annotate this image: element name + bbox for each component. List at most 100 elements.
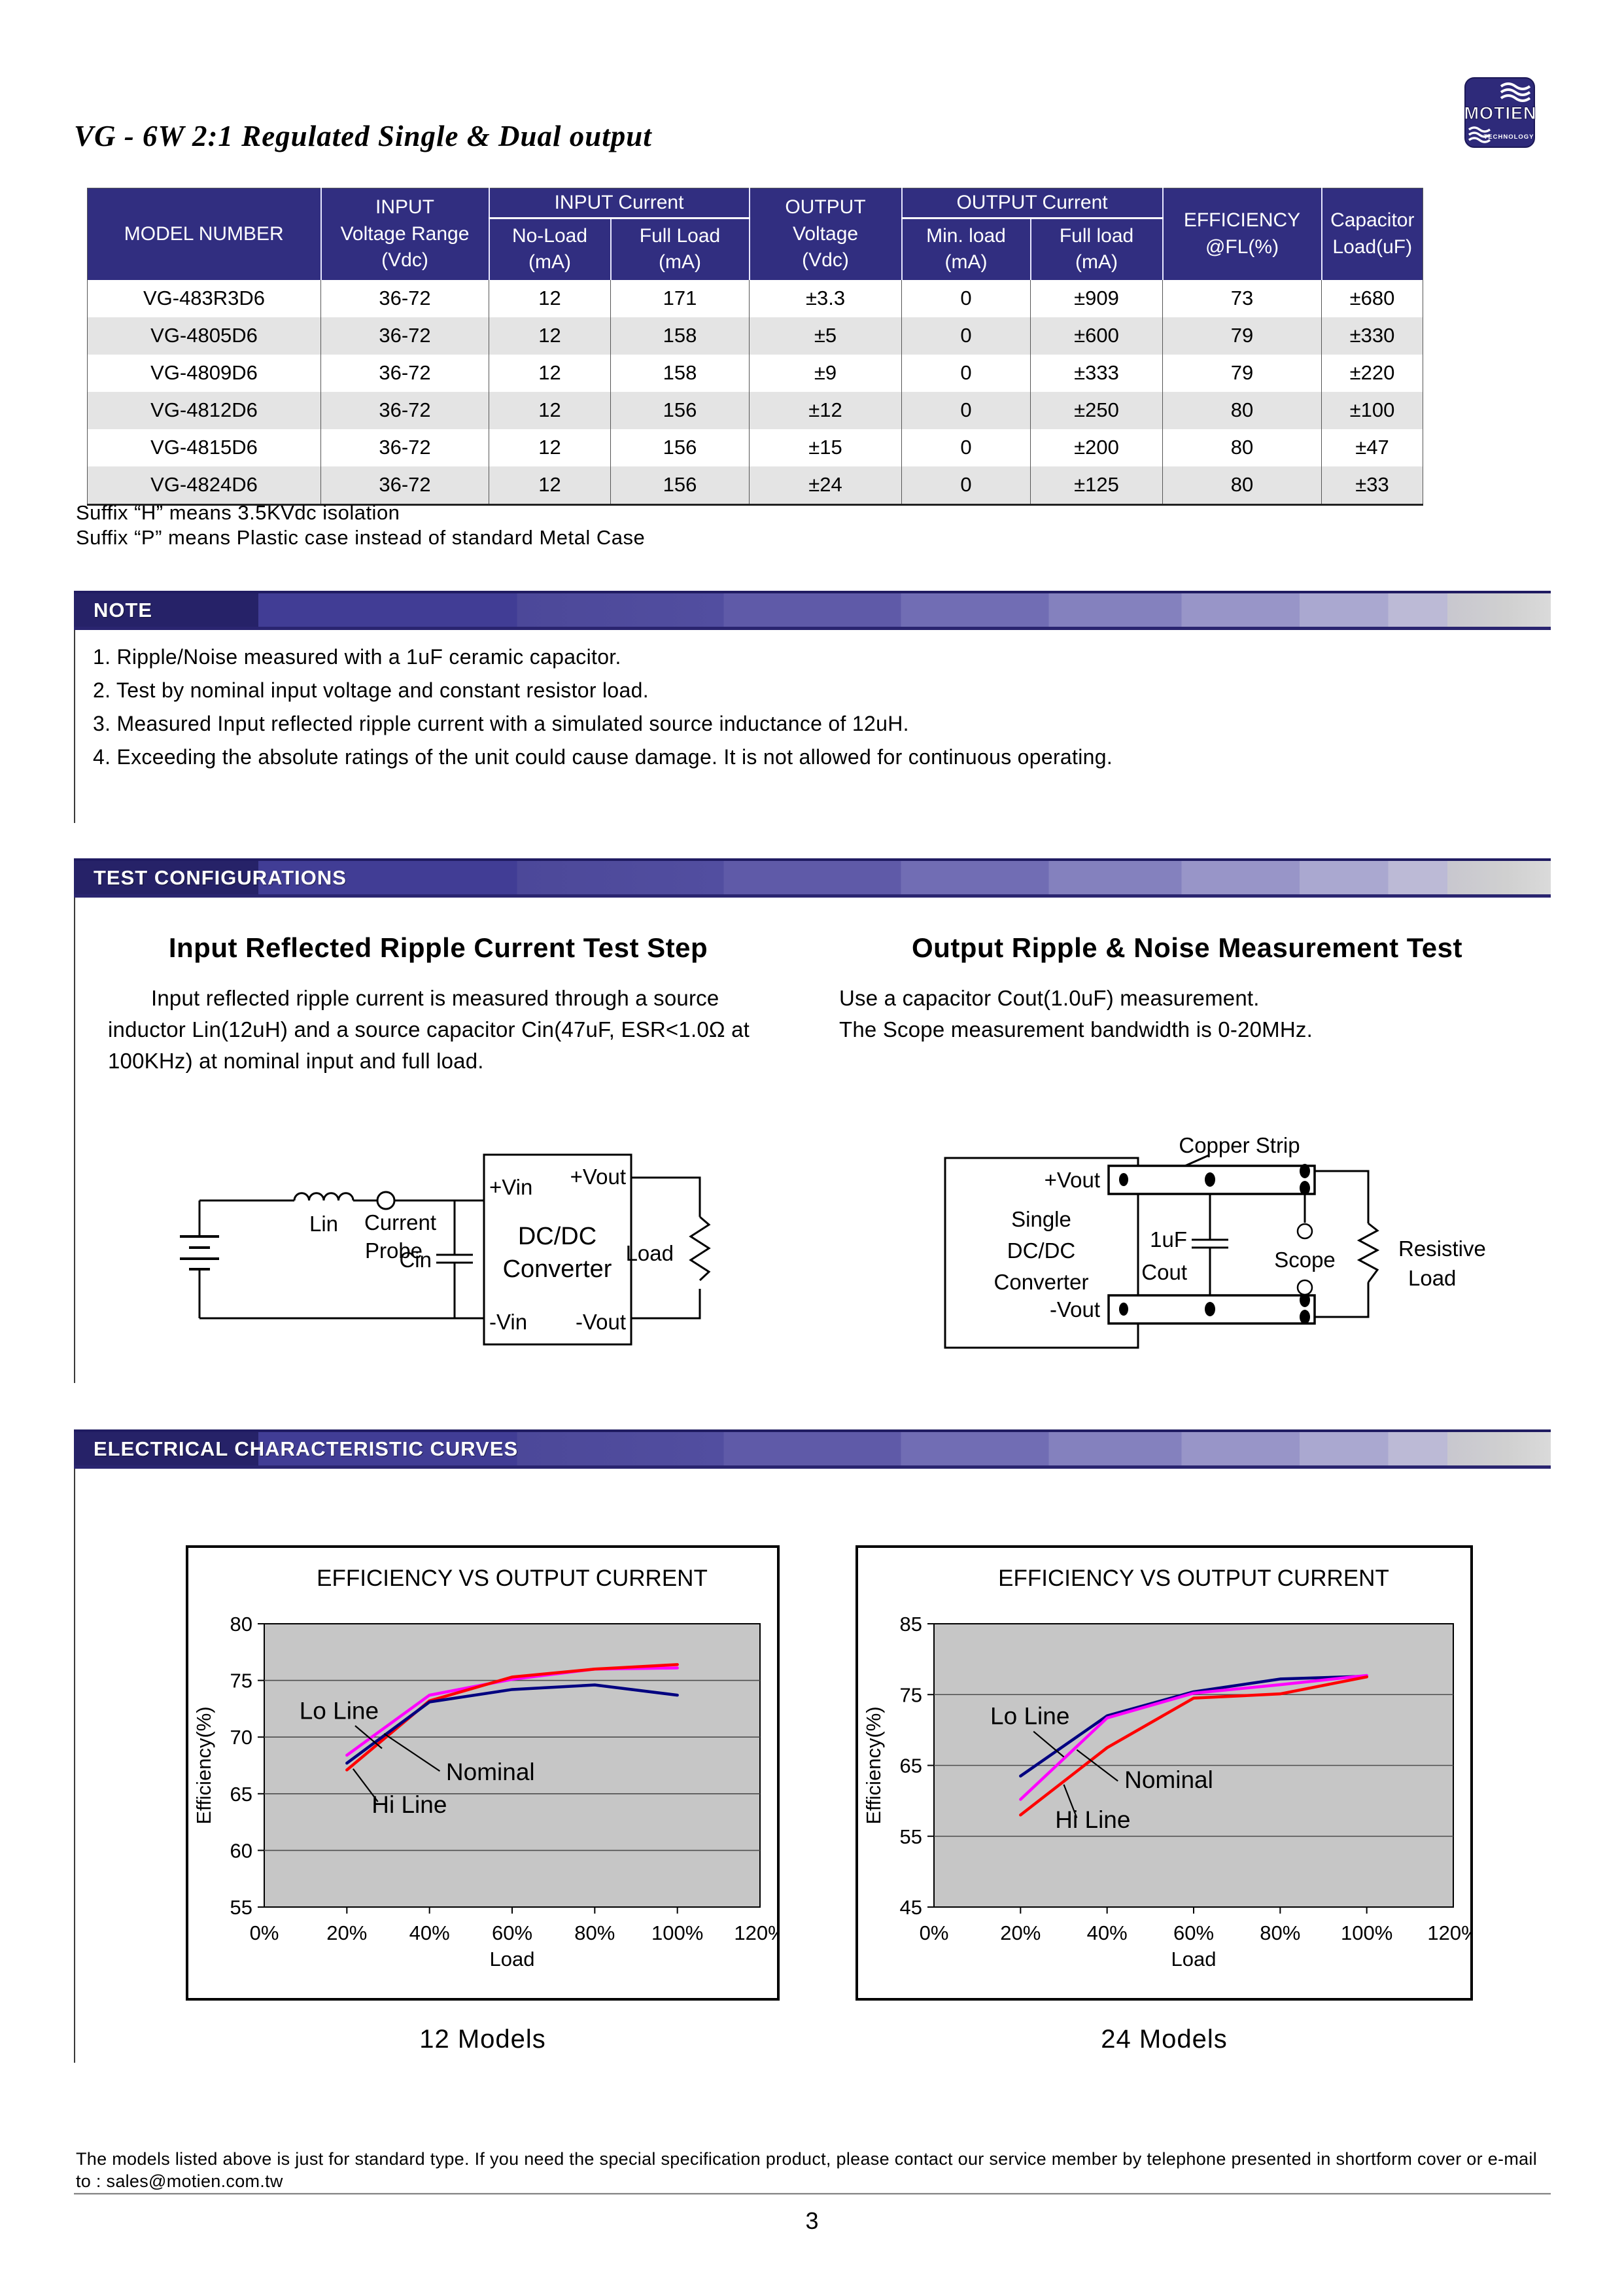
x-tick-label: 60% — [492, 1921, 532, 1944]
annotation-label: Nominal — [446, 1759, 535, 1785]
table-cell: 171 — [610, 279, 750, 317]
solder-dots — [1119, 1164, 1310, 1324]
efficiency-chart-left-box: 55 60 65 70 75 80 0% 20% 40% 60% 80% 100% 120% EFFICI… — [186, 1545, 786, 2001]
label-lin: Lin — [309, 1212, 338, 1236]
col-header-full-load: Full Load (mA) — [610, 218, 750, 280]
table-cell: 79 — [1162, 317, 1322, 355]
table-cell: 156 — [610, 466, 750, 504]
note-section-bar: NOTE — [74, 591, 1551, 630]
x-tick-label: 120% — [1427, 1921, 1473, 1944]
table-cell: ±9 — [749, 354, 902, 392]
table-cell: 156 — [610, 391, 750, 429]
logo-brand-text: MOTIEN — [1464, 103, 1537, 123]
header-line: (mA) — [659, 251, 701, 273]
table-cell: 36-72 — [320, 354, 489, 392]
table-cell: VG-4805D6 — [87, 317, 321, 355]
annotation-label: Hi Line — [371, 1791, 447, 1818]
table-cell: VG-483R3D6 — [87, 279, 321, 317]
curves-section-title: ELECTRICAL CHARACTERISTIC CURVES — [94, 1437, 519, 1460]
label-single: Single — [1011, 1207, 1071, 1231]
diagram-wires — [198, 1176, 711, 1320]
scope-probe-gnd-icon — [1296, 1279, 1313, 1296]
table-cell: ±909 — [1030, 279, 1163, 317]
label-plus-vout: +Vout — [1045, 1168, 1100, 1192]
label-resistive-load: Load — [1408, 1266, 1456, 1290]
y-tick-label: 75 — [230, 1670, 252, 1692]
table-cell: ±33 — [1321, 466, 1423, 504]
x-tick-label: 0% — [250, 1921, 279, 1944]
label-copper-strip: Copper Strip — [1179, 1133, 1300, 1157]
battery-icon — [180, 1235, 219, 1270]
x-tick-label: 60% — [1173, 1921, 1214, 1944]
table-cell: 12 — [489, 391, 611, 429]
x-tick-label: 40% — [1087, 1921, 1128, 1944]
header-line: Min. load — [926, 224, 1006, 247]
efficiency-chart-left: 55 60 65 70 75 80 0% 20% 40% 60% 80% 100% 120% EFFICI… — [186, 1545, 786, 2001]
table-cell: 0 — [901, 466, 1031, 504]
chart-title: EFFICIENCY VS OUTPUT CURRENT — [317, 1566, 708, 1591]
label-minus-vout: -Vout — [1050, 1297, 1100, 1322]
x-tick-label: 120% — [734, 1921, 780, 1944]
table-cell: 12 — [489, 279, 611, 317]
table-cell: 0 — [901, 354, 1031, 392]
table-cell: 36-72 — [320, 317, 489, 355]
y-tick-label: 75 — [900, 1683, 922, 1706]
caption-24-models: 24 Models — [1101, 2025, 1228, 2054]
table-cell: 12 — [489, 317, 611, 355]
header-line: INPUT — [375, 196, 434, 218]
series-hi-line — [345, 1683, 679, 1765]
annotation-pointer — [1076, 1749, 1118, 1782]
caption-12-models: 12 Models — [419, 2025, 546, 2054]
table-cell: 80 — [1162, 466, 1322, 504]
series-nominal — [1019, 1673, 1368, 1801]
table-cell: 80 — [1162, 429, 1322, 466]
table-cell: 158 — [610, 317, 750, 355]
y-tick-label: 45 — [900, 1896, 922, 1919]
note-item: 2. Test by nominal input voltage and con… — [93, 678, 649, 702]
label-plus-vout: +Vout — [570, 1165, 626, 1189]
test-section-bar: TEST CONFIGURATIONS — [74, 858, 1551, 898]
y-tick-label: 60 — [230, 1839, 252, 1862]
table-cell: 36-72 — [320, 429, 489, 466]
header-line: (mA) — [1075, 251, 1118, 273]
header-line: EFFICIENCY — [1183, 209, 1301, 232]
y-tick-label: 65 — [900, 1755, 922, 1778]
table-cell: ±250 — [1030, 391, 1163, 429]
logo-waves-top-icon — [1500, 82, 1531, 102]
dcdc-converter-box — [483, 1153, 632, 1346]
test-right-body: Use a capacitor Cout(1.0uF) measurement.… — [839, 983, 1552, 1045]
y-tick-label: 65 — [230, 1783, 252, 1806]
table-cell: ±3.3 — [749, 279, 902, 317]
table-cell: ±5 — [749, 317, 902, 355]
col-header-capacitor: Capacitor Load(uF) — [1321, 188, 1423, 280]
table-cell: 36-72 — [320, 466, 489, 504]
col-header-input-voltage: INPUT Voltage Range (Vdc) — [320, 188, 489, 280]
table-cell: 0 — [901, 391, 1031, 429]
table-cell: VG-4824D6 — [87, 466, 321, 504]
efficiency-chart-right: 45 55 65 75 85 0% 20% 40% 60% 80% 100% 120% EFFICIEN… — [855, 1545, 1479, 2001]
table-cell: ±200 — [1030, 429, 1163, 466]
test-right-body-line1: Use a capacitor Cout(1.0uF) measurement. — [839, 986, 1260, 1010]
footer-line1: The models listed above is just for stan… — [76, 2149, 1538, 2169]
table-cell: ±600 — [1030, 317, 1163, 355]
table-cell: 0 — [901, 317, 1031, 355]
table-cell: 12 — [489, 429, 611, 466]
plot-area — [264, 1623, 761, 1908]
table-cell: ±680 — [1321, 279, 1423, 317]
group-header-input-current: INPUT Current — [488, 188, 750, 219]
table-cell: ±12 — [749, 391, 902, 429]
table-cell: 156 — [610, 429, 750, 466]
label-load: Load — [626, 1241, 674, 1265]
page-number: 3 — [805, 2207, 819, 2234]
annotation-label: Nominal — [1124, 1766, 1213, 1793]
table-cell: ±15 — [749, 429, 902, 466]
test-right-body-line2: The Scope measurement bandwidth is 0-20M… — [839, 1017, 1313, 1042]
y-axis-label: Efficiency(%) — [192, 1706, 215, 1824]
test-left-body: Input reflected ripple current is measur… — [108, 986, 750, 1073]
label-dcdc: DC/DC — [518, 1223, 596, 1250]
x-axis-label: Load — [490, 1948, 535, 1971]
page-title: VG - 6W 2:1 Regulated Single & Dual outp… — [74, 120, 652, 152]
col-header-model: MODEL NUMBER — [87, 188, 321, 280]
label-dcdc: DC/DC — [1007, 1238, 1076, 1263]
